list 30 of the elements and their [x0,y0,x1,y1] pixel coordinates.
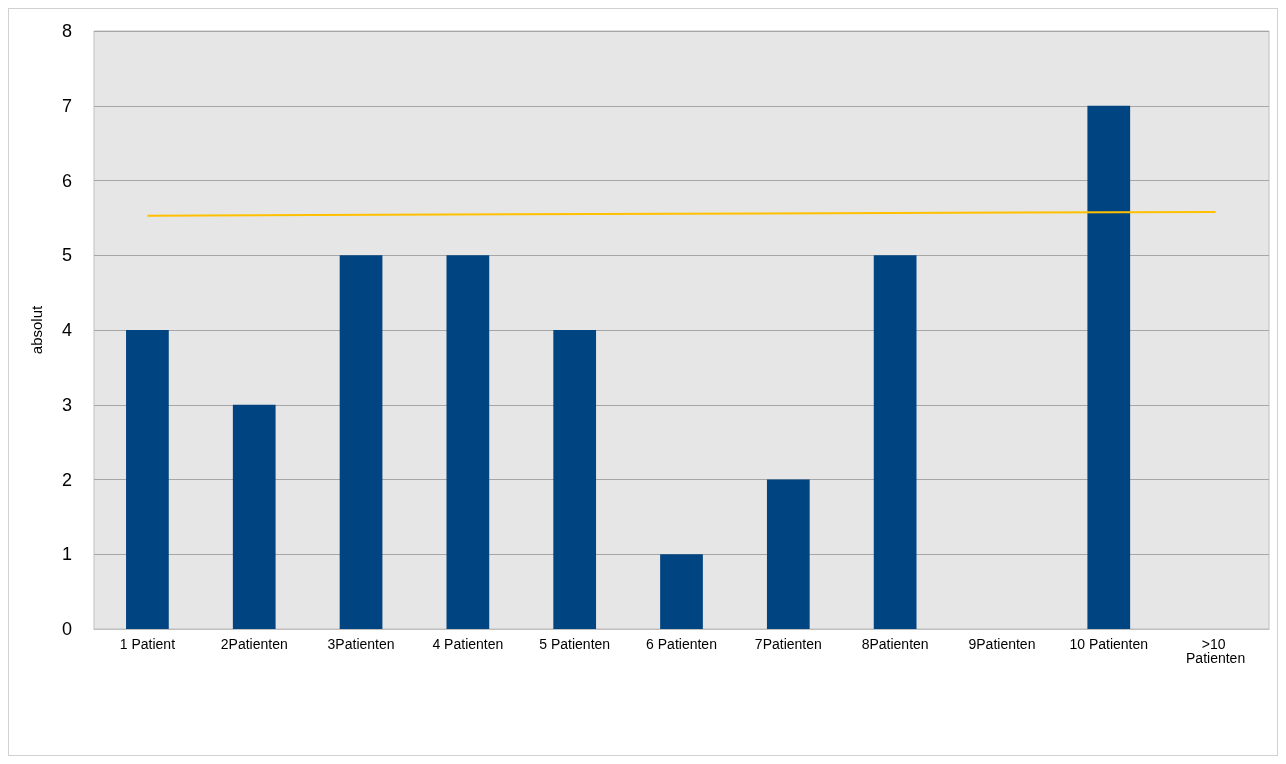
x-tick-label: >10 Patienten [1186,636,1246,666]
x-tick-label: 10 Patienten [1069,636,1149,652]
x-tick-label: 2Patienten [220,636,288,652]
bar [126,330,169,629]
y-tick-label: 6 [61,170,72,191]
bar [1087,105,1131,629]
bar [553,330,597,629]
y-tick-label: 2 [61,469,72,490]
bar [660,554,703,629]
y-tick-label: 7 [61,95,72,116]
y-tick-label: 3 [61,394,72,415]
x-tick-label: 1 Patient [119,636,176,652]
y-tick-label: 4 [61,320,72,340]
x-tick-label: 6 Patienten [646,636,717,652]
y-axis-title: absolut [28,304,45,355]
y-tick-label: 5 [61,245,72,266]
x-tick-label: 8Patienten [861,636,929,652]
bar [766,479,810,629]
y-tick-label: 0 [61,619,72,639]
y-tick-label: 1 [61,544,72,565]
bar [232,404,276,629]
x-tick-label: 9Patienten [968,636,1036,652]
bar [873,255,917,629]
x-tick-label: 4 Patienten [432,636,504,652]
x-tick-label: 3Patienten [327,636,395,652]
bar [339,255,383,629]
x-tick-label: 7Patienten [754,636,822,652]
x-tick-label: 5 Patienten [539,636,611,652]
bar [446,255,490,629]
y-tick-label: 8 [61,21,72,41]
